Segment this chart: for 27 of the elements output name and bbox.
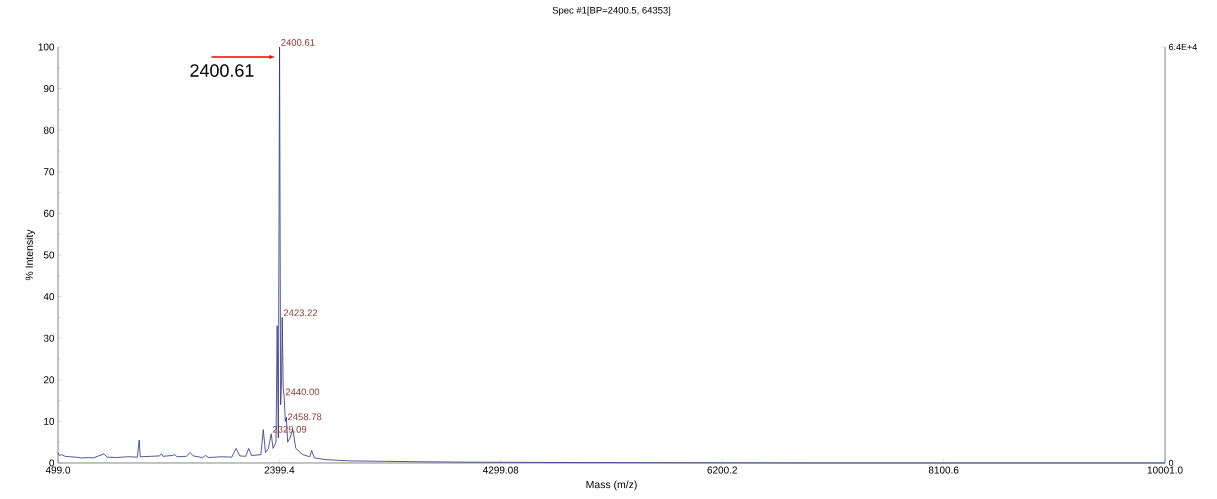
y-tick-label: 40: [43, 293, 55, 301]
y2-tick-label: 6.4E+4: [1169, 43, 1197, 51]
x-tick-label: 8100.6: [928, 466, 959, 474]
y-tick-label: 80: [43, 126, 55, 134]
y-tick-label: 50: [43, 251, 55, 259]
y-axis-title: % Intensity: [25, 229, 36, 281]
y-tick-label: 0: [49, 459, 55, 467]
x-tick-label: 4299.08: [482, 466, 519, 474]
x-tick-label: 6200.2: [707, 466, 737, 474]
x-axis-title: Mass (m/z): [586, 480, 637, 491]
annotation: 2440.00: [285, 388, 320, 396]
x-tick-label: 10001.0: [1147, 466, 1183, 474]
y-tick-label: 30: [43, 334, 55, 342]
x-tick-label: 499.0: [45, 466, 71, 474]
y-tick-label: 20: [43, 376, 55, 384]
annotation: 2423.22: [283, 309, 318, 317]
annotation: 2400.61: [190, 64, 254, 77]
y-tick-label: 10: [44, 417, 55, 425]
chart-title: Spec #1[BP=2400.5, 64353]: [552, 6, 671, 16]
y-tick-label: 90: [43, 85, 55, 93]
x-tick-label: 2399.4: [264, 466, 295, 474]
y-tick-label: 70: [43, 168, 55, 176]
y-tick-label: 100: [38, 43, 55, 51]
annotation: 2458.78: [288, 413, 322, 421]
annotation: 2400.61: [281, 39, 315, 46]
y-tick-label: 60: [43, 209, 55, 217]
y2-tick-label: 0: [1168, 459, 1174, 467]
